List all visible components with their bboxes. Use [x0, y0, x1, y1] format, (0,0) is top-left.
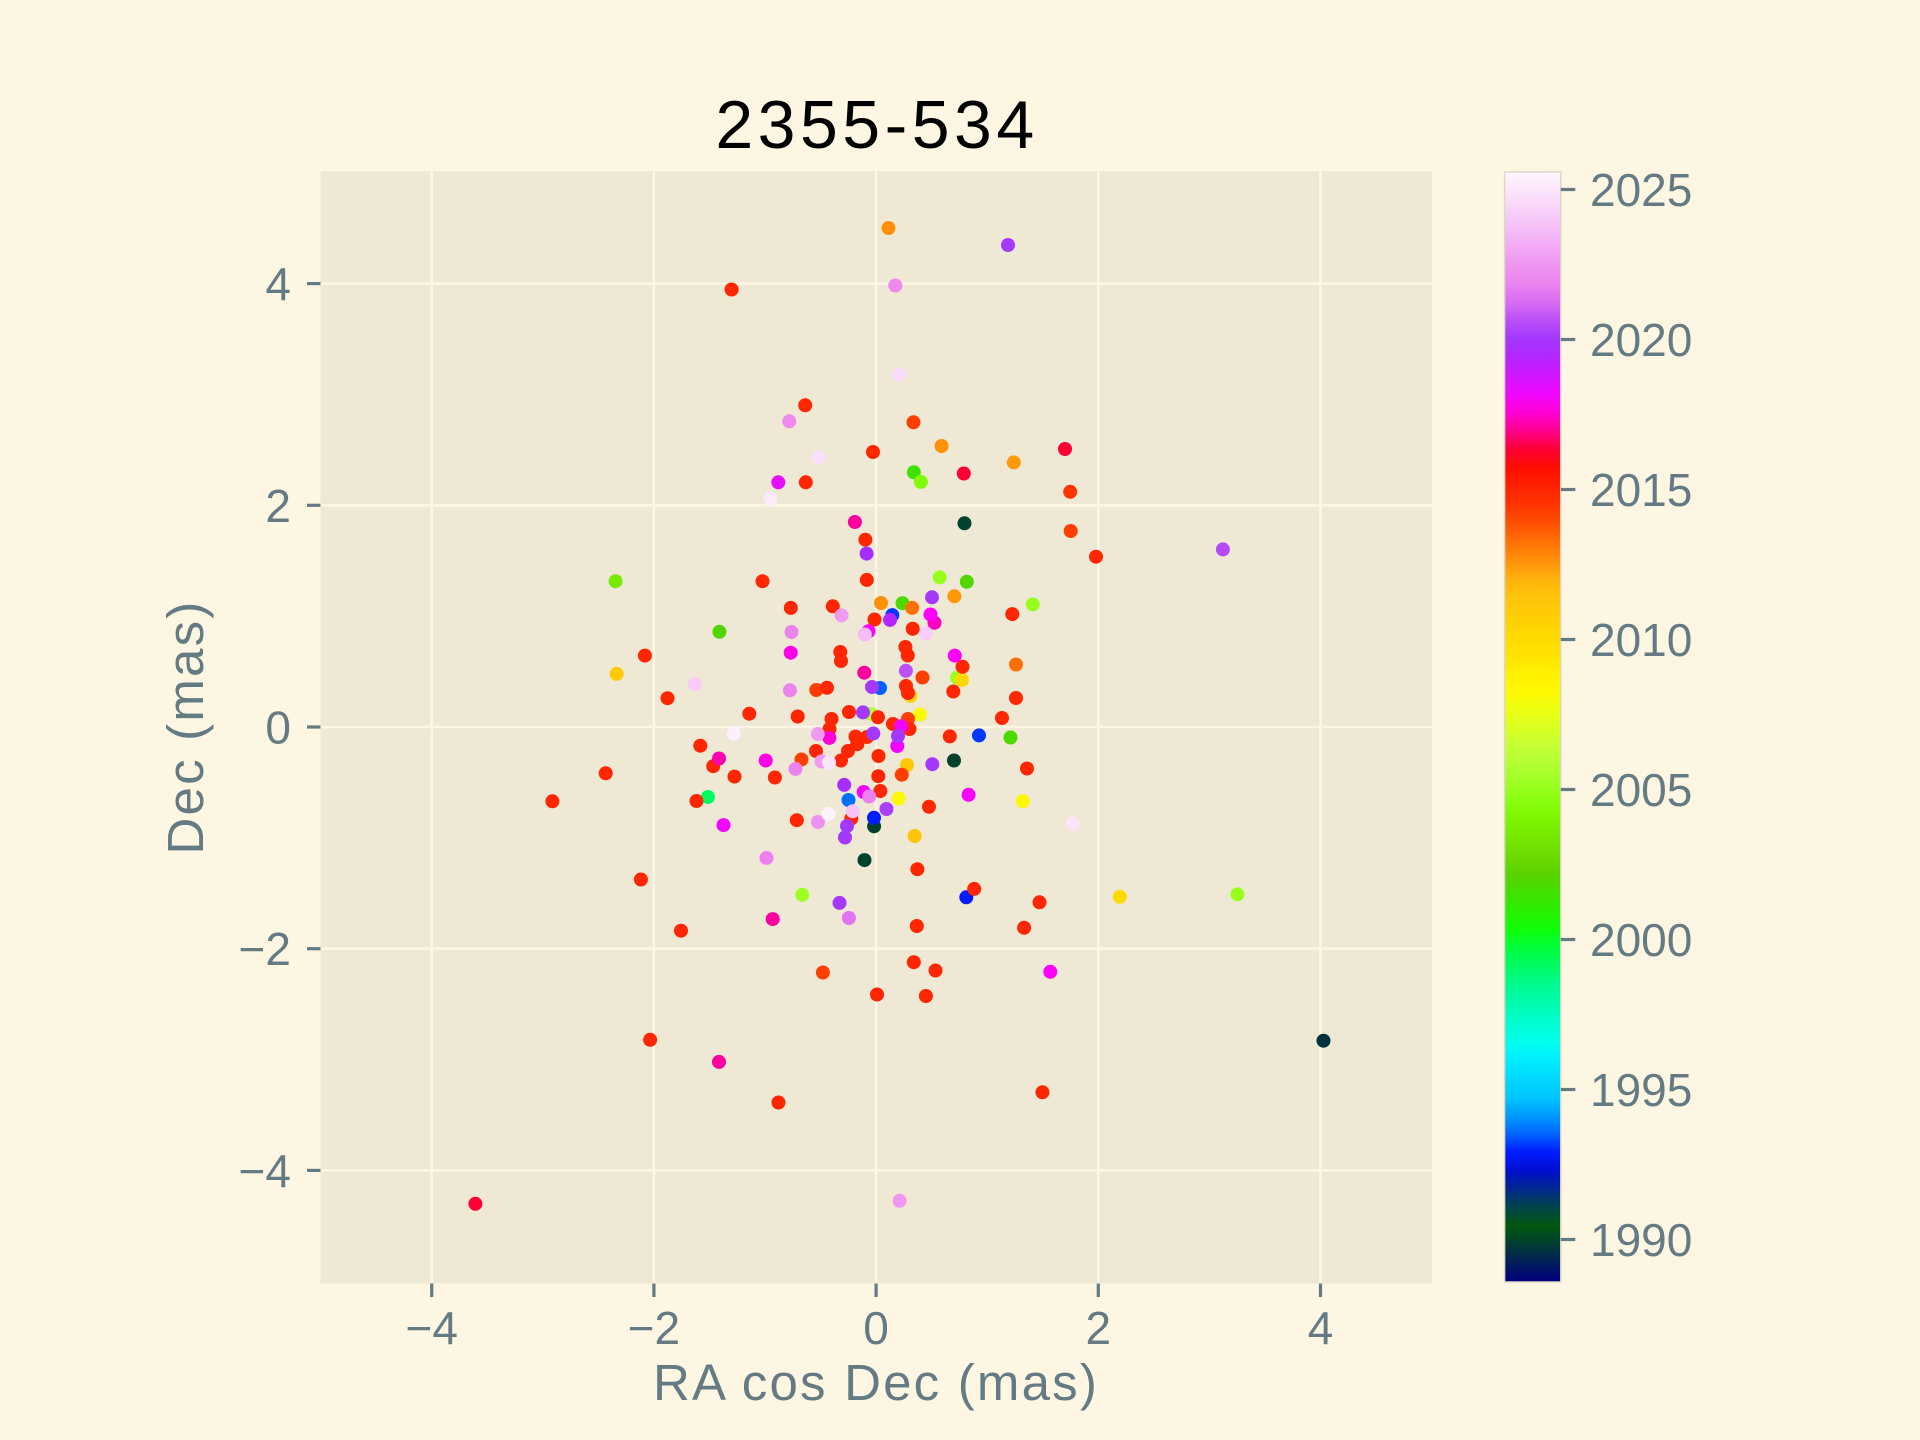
svg-text:2: 2 [1086, 1302, 1112, 1354]
svg-text:−2: −2 [239, 923, 291, 975]
svg-text:0: 0 [265, 702, 291, 754]
svg-text:−4: −4 [239, 1145, 291, 1197]
svg-text:Dec (mas): Dec (mas) [157, 600, 214, 855]
svg-text:4: 4 [265, 258, 291, 310]
svg-text:2020: 2020 [1590, 314, 1692, 366]
svg-text:2015: 2015 [1590, 464, 1692, 516]
svg-text:2000: 2000 [1590, 914, 1692, 966]
svg-text:0: 0 [863, 1302, 889, 1354]
svg-text:1995: 1995 [1590, 1064, 1692, 1116]
svg-text:2: 2 [265, 480, 291, 532]
svg-text:2005: 2005 [1590, 764, 1692, 816]
svg-text:2010: 2010 [1590, 614, 1692, 666]
svg-text:4: 4 [1308, 1302, 1334, 1354]
svg-text:2025: 2025 [1590, 164, 1692, 216]
svg-text:1990: 1990 [1590, 1214, 1692, 1266]
svg-text:RA cos Dec (mas): RA cos Dec (mas) [653, 1354, 1099, 1411]
svg-text:−2: −2 [628, 1302, 680, 1354]
svg-text:−4: −4 [405, 1302, 457, 1354]
svg-text:2355-534: 2355-534 [715, 87, 1038, 163]
